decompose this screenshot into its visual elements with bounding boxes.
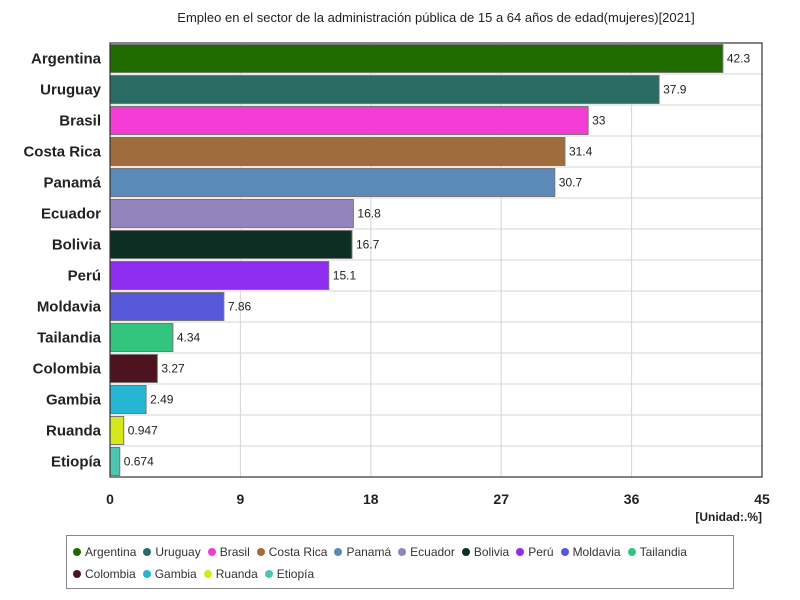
legend-label: Costa Rica xyxy=(268,545,328,559)
legend-label: Etiopía xyxy=(276,567,315,581)
data-label: 33 xyxy=(592,114,606,128)
bar xyxy=(109,323,174,352)
category-label: Ruanda xyxy=(46,423,102,440)
data-label: 15.1 xyxy=(333,269,357,283)
bar xyxy=(109,447,121,476)
category-label: Uruguay xyxy=(40,82,102,99)
category-label: Perú xyxy=(68,268,101,285)
bar xyxy=(109,44,724,73)
data-label: 2.49 xyxy=(150,393,174,407)
x-tick-label: 18 xyxy=(363,491,379,507)
plot-frame xyxy=(109,42,763,478)
legend-label: Brasil xyxy=(219,545,250,559)
legend-entry: Colombia xyxy=(73,563,136,585)
legend-swatch xyxy=(264,570,273,578)
unit-label: [Unidad:.%] xyxy=(695,510,762,524)
x-tick-label: 36 xyxy=(624,491,640,507)
chart-title: Empleo en el sector de la administración… xyxy=(177,10,694,25)
bars xyxy=(109,44,724,476)
legend-swatch xyxy=(516,548,525,556)
legend-entry: Costa Rica xyxy=(256,541,328,563)
data-label: 30.7 xyxy=(559,176,583,190)
legend-entry: Ruanda xyxy=(203,563,258,585)
category-label: Argentina xyxy=(31,51,102,68)
legend-entry: Ecuador xyxy=(398,541,455,563)
legend-swatch xyxy=(73,570,81,578)
legend-label: Ecuador xyxy=(410,545,455,559)
legend-entry: Perú xyxy=(516,541,554,563)
legend-entry: Etiopía xyxy=(264,563,315,585)
legend-entry: Moldavia xyxy=(560,541,621,563)
legend-label: Uruguay xyxy=(155,545,201,559)
gridlines xyxy=(109,42,763,478)
category-labels: 42.3 Argentina 37.9 Uruguay 33 Brasil 31.4 Cost… xyxy=(23,51,750,471)
legend-entry: Argentina xyxy=(73,541,136,563)
data-label: 42.3 xyxy=(727,52,751,66)
legend-label: Panamá xyxy=(346,545,392,559)
legend-swatch xyxy=(398,548,407,556)
legend-swatch xyxy=(203,570,212,578)
bar xyxy=(109,199,354,228)
legend-entry: Tailandia xyxy=(627,541,687,563)
legend-swatch xyxy=(256,548,265,556)
legend-swatch xyxy=(334,548,343,556)
data-label: 7.86 xyxy=(228,300,252,314)
legend-entry: Brasil xyxy=(207,541,250,563)
data-label: 31.4 xyxy=(569,145,593,159)
legend-label: Ruanda xyxy=(215,567,258,581)
data-label: 16.8 xyxy=(357,207,381,221)
category-label: Etiopía xyxy=(51,454,102,471)
category-label: Gambia xyxy=(46,392,102,409)
legend-swatch xyxy=(142,570,151,578)
legend-swatch xyxy=(207,548,216,556)
x-axis-ticks: 0 9 18 27 36 45 xyxy=(106,491,770,507)
category-label: Brasil xyxy=(59,113,101,130)
legend-entry: Bolivia xyxy=(461,541,510,563)
category-label: Tailandia xyxy=(37,330,102,347)
category-label: Moldavia xyxy=(37,299,102,316)
legend-label: Bolivia xyxy=(473,545,510,559)
legend-label: Gambia xyxy=(154,567,197,581)
legend-label: Colombia xyxy=(85,567,136,581)
data-label: 3.27 xyxy=(161,362,185,376)
bar xyxy=(109,385,147,414)
legend-entry: Panamá xyxy=(334,541,391,563)
bar xyxy=(109,137,566,166)
bar xyxy=(109,261,330,290)
data-label: 16.7 xyxy=(356,238,380,252)
bar xyxy=(109,292,225,321)
bar xyxy=(109,106,589,135)
legend-entry: Gambia xyxy=(142,563,197,585)
x-tick-label: 45 xyxy=(754,491,770,507)
category-label: Ecuador xyxy=(41,206,101,223)
bar xyxy=(109,75,660,104)
category-label: Panamá xyxy=(43,175,101,192)
category-label: Costa Rica xyxy=(23,144,101,161)
legend-swatch xyxy=(143,548,152,556)
data-label: 37.9 xyxy=(663,83,687,97)
legend-swatch xyxy=(461,548,470,556)
bar xyxy=(109,354,158,383)
data-label: 0.947 xyxy=(128,424,158,438)
legend-entry: Uruguay xyxy=(143,541,201,563)
legend-swatch xyxy=(627,548,636,556)
legend-swatch xyxy=(560,548,569,556)
bar xyxy=(109,168,556,197)
category-label: Bolivia xyxy=(52,237,102,254)
data-label: 0.674 xyxy=(124,455,154,469)
data-label: 4.34 xyxy=(177,331,201,345)
x-tick-label: 0 xyxy=(106,491,114,507)
bar xyxy=(109,416,125,445)
bar xyxy=(109,230,353,259)
x-tick-label: 9 xyxy=(237,491,245,507)
legend-label: Perú xyxy=(528,545,554,559)
legend-swatch xyxy=(73,548,81,556)
category-label: Colombia xyxy=(33,361,102,378)
legend-label: Moldavia xyxy=(572,545,621,559)
legend-label: Tailandia xyxy=(639,545,687,559)
legend-label: Argentina xyxy=(85,545,137,559)
x-tick-label: 27 xyxy=(493,491,509,507)
legend: Argentina Uruguay Brasil Costa Rica Panamá Ec… xyxy=(66,535,734,589)
